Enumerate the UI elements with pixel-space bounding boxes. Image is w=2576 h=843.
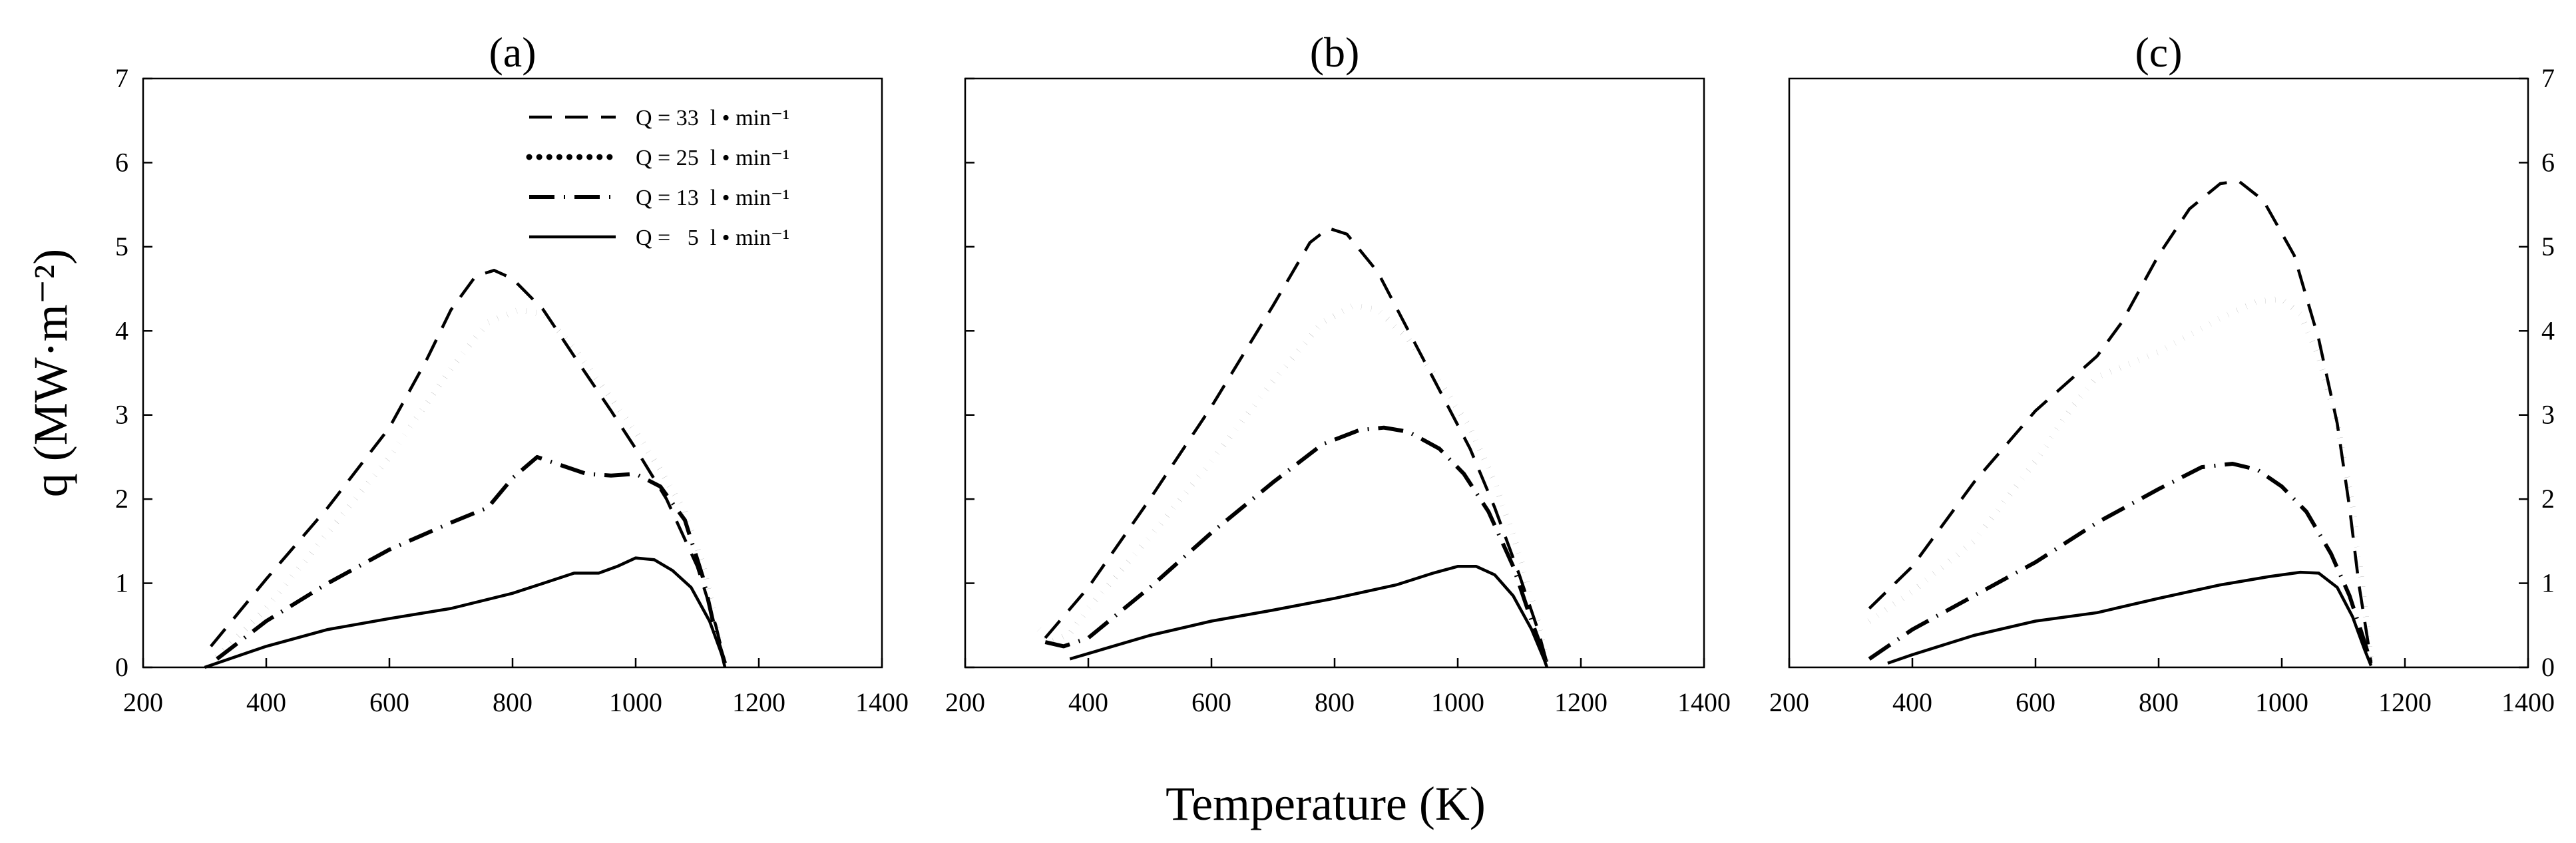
panel-c-xtick-label: 1200	[2378, 687, 2432, 717]
panel-a-xtick-label: 1000	[609, 687, 662, 717]
panel-c-series-dash-line	[1868, 179, 2373, 664]
panel-a-ytick-label: 1	[115, 568, 128, 598]
panel-b-xtick-label: 600	[1191, 687, 1231, 717]
panel-b-xtick-label: 1200	[1554, 687, 1608, 717]
panel-a-ytick-label: 0	[115, 652, 128, 682]
panel-c-xtick-label: 400	[1892, 687, 1932, 717]
panel-a-ytick-label: 2	[115, 484, 128, 514]
panel-c-xtick-label: 1400	[2501, 687, 2555, 717]
panel-a-ytick-label: 6	[115, 147, 128, 177]
panel-c-ytick-label: 1	[2541, 568, 2555, 598]
panel-c-ytick-label: 2	[2541, 484, 2555, 514]
panel-a-ytick-label: 3	[115, 400, 128, 430]
panel-c-ytick-label: 6	[2541, 147, 2555, 177]
panel-c-ytick-label: 0	[2541, 652, 2555, 682]
panel-c-series-solid-line	[1887, 570, 2373, 667]
panel-c-xtick-label: 800	[2139, 687, 2179, 717]
legend-label-dot: Q = 25 l • min⁻¹	[636, 146, 789, 170]
panel-b-series-dash-line	[1044, 226, 1549, 664]
panel-c-series-dashdot-line	[1868, 462, 2373, 664]
panel-b-frame	[964, 77, 1705, 669]
panel-b-xtick-label: 400	[1068, 687, 1108, 717]
panel-b-series-dashdot-line	[1044, 425, 1549, 664]
panel-c-ytick-label: 4	[2541, 315, 2555, 345]
panel-b-xtick-label: 1000	[1431, 687, 1484, 717]
panel-a-series-dot-line	[214, 307, 728, 664]
panel-b-title: (b)	[1310, 29, 1360, 76]
panel-c-xtick-label: 600	[2016, 687, 2055, 717]
legend-label-dash: Q = 33 l • min⁻¹	[636, 106, 789, 130]
panel-c-ytick-label: 7	[2541, 63, 2555, 93]
legend-label-solid: Q = 5 l • min⁻¹	[636, 226, 789, 250]
panel-a-xtick-label: 1200	[732, 687, 785, 717]
panel-a-ytick-label: 7	[115, 63, 128, 93]
panel-a-xtick-label: 800	[493, 687, 533, 717]
panel-b-xtick-label: 1400	[1677, 687, 1731, 717]
panel-a-series-solid-line	[204, 556, 727, 669]
panel-a-series-dash-line	[210, 269, 727, 664]
panel-c-title: (c)	[2135, 29, 2182, 76]
panel-c-ytick-label: 3	[2541, 400, 2555, 430]
x-axis-title: Temperature (K)	[1166, 777, 1486, 830]
panel-a-title: (a)	[489, 29, 536, 76]
y-axis-title: q (MW·m⁻²)	[24, 249, 77, 498]
panel-a-xtick-label: 400	[246, 687, 286, 717]
panel-a-ytick-label: 5	[115, 232, 128, 261]
legend-label-dashdot: Q = 13 l • min⁻¹	[636, 186, 789, 210]
panel-a-xtick-label: 600	[369, 687, 409, 717]
panel-b-xtick-label: 800	[1315, 687, 1355, 717]
panel-c-xtick-label: 200	[1769, 687, 1809, 717]
panel-a-ytick-label: 4	[115, 315, 128, 345]
panel-a-xtick-label: 200	[123, 687, 163, 717]
panel-c-xtick-label: 1000	[2255, 687, 2308, 717]
panel-c-ytick-label: 5	[2541, 232, 2555, 261]
panel-a-xtick-label: 1400	[855, 687, 909, 717]
panel-a-series-dashdot-line	[216, 454, 727, 664]
panel-b-xtick-label: 200	[945, 687, 985, 717]
panel-b-series-solid-line	[1069, 565, 1549, 668]
